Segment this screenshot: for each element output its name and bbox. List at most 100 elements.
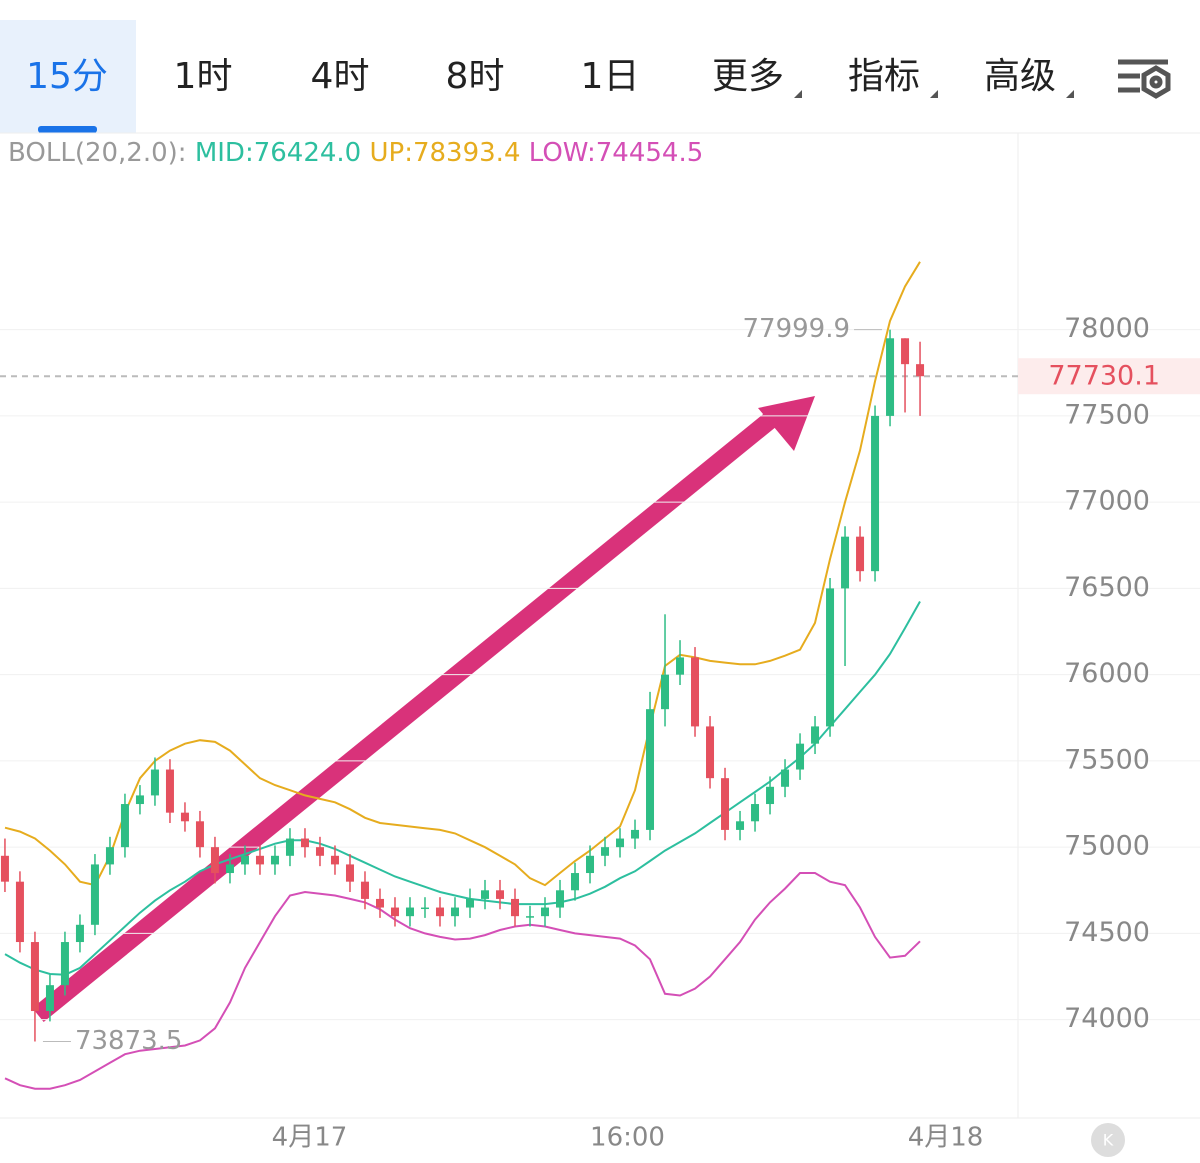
candle-body — [811, 726, 820, 744]
candle-body — [766, 786, 775, 805]
candle-body — [541, 907, 550, 917]
settings-icon[interactable] — [1118, 59, 1171, 99]
candle-body — [345, 864, 354, 882]
tab[interactable]: 更多 — [712, 56, 784, 97]
candle-body — [796, 743, 805, 770]
candle-body — [450, 907, 459, 917]
tab[interactable]: 1时 — [174, 56, 233, 97]
x-tick-label: 4月17 — [272, 1123, 348, 1153]
tab[interactable]: 8时 — [446, 56, 505, 97]
candle-body — [330, 855, 339, 865]
boll-line — [4, 872, 921, 1090]
candle-body — [736, 821, 745, 830]
tab[interactable]: 15分 — [26, 56, 108, 97]
trend-arrow — [32, 396, 815, 1022]
tab[interactable]: 高级 — [984, 56, 1056, 97]
candle-body — [781, 769, 790, 787]
candle-body — [360, 881, 369, 899]
candle-body — [120, 804, 129, 848]
candle-body — [721, 778, 730, 830]
candle-body — [195, 821, 204, 848]
candle-body — [375, 898, 384, 908]
candle-body — [676, 657, 685, 675]
candle-body — [435, 907, 444, 917]
candle-body — [586, 855, 595, 874]
candle-body — [616, 838, 625, 848]
candle-body — [255, 855, 264, 865]
candle-body — [495, 890, 504, 899]
candle-body — [751, 804, 760, 822]
candle-body — [135, 795, 144, 805]
candle-body — [285, 838, 294, 856]
candle-body — [601, 847, 610, 856]
tab[interactable]: 4时 — [311, 56, 370, 97]
candle-body — [270, 855, 279, 865]
candle-body — [871, 415, 880, 572]
indicator-value: LOW:74454.5 — [529, 138, 703, 168]
candle-body — [706, 726, 715, 779]
indicator-value: UP:78393.4 — [370, 138, 521, 168]
y-tick-label: 75500 — [1064, 744, 1150, 775]
tab[interactable]: 指标 — [848, 56, 920, 97]
y-tick-label: 78000 — [1064, 313, 1150, 344]
indicator-legend: BOLL(20,2.0): MID:76424.0 UP:78393.4 LOW… — [8, 138, 703, 168]
dropdown-caret — [1066, 90, 1074, 98]
indicator-label: BOLL(20,2.0): — [8, 138, 187, 168]
y-tick-label: 77000 — [1064, 486, 1150, 517]
y-tick-label: 74500 — [1064, 917, 1150, 948]
candle-body — [465, 898, 474, 908]
last-price-label: 77730.1 — [1048, 361, 1160, 392]
x-tick-label: 4月18 — [908, 1123, 984, 1153]
boll-line — [4, 601, 921, 976]
candle-body — [45, 985, 54, 1012]
candle-body — [691, 657, 700, 727]
y-tick-label: 76000 — [1064, 658, 1150, 689]
candle-body — [420, 907, 429, 910]
candle-body — [526, 916, 535, 918]
candle-body — [916, 364, 925, 377]
candle-body — [75, 924, 84, 943]
candle-body — [856, 536, 865, 572]
candle-body — [886, 338, 895, 416]
candle-body — [15, 881, 24, 943]
candle-body — [556, 890, 565, 908]
candle-body — [841, 536, 850, 589]
candle-body — [225, 864, 234, 874]
candle-body — [826, 588, 835, 727]
y-tick-label: 75000 — [1064, 831, 1150, 862]
candle-body — [405, 907, 414, 917]
candle-body — [105, 847, 114, 865]
candle-body — [0, 855, 9, 882]
y-tick-label: 76500 — [1064, 572, 1150, 603]
candle-body — [90, 864, 99, 925]
candle-body — [180, 812, 189, 822]
candle-body — [315, 847, 324, 856]
min-price-label: 73873.5 — [75, 1026, 183, 1056]
candle-body — [646, 709, 655, 830]
max-price-label: 77999.9 — [743, 314, 851, 344]
indicator-value: MID:76424.0 — [195, 138, 361, 168]
candle-body — [165, 769, 174, 813]
scroll-end-button[interactable] — [1091, 1123, 1125, 1157]
last-price-bg — [1018, 358, 1200, 395]
candle-body — [901, 338, 910, 365]
candle-body — [631, 829, 640, 839]
candle-body — [390, 907, 399, 917]
scroll-end-icon[interactable]: K — [1103, 1131, 1114, 1150]
candle-body — [300, 838, 309, 848]
x-tick-label: 16:00 — [590, 1123, 665, 1153]
boll-line — [4, 261, 921, 887]
candle-body — [571, 873, 580, 891]
active-tab-indicator — [38, 126, 97, 133]
candle-body — [661, 674, 670, 710]
active-tab-bg — [0, 20, 136, 133]
dropdown-caret — [794, 90, 802, 98]
candle-body — [150, 769, 159, 796]
y-tick-label: 77500 — [1064, 399, 1150, 430]
candle-body — [30, 942, 39, 1012]
tab[interactable]: 1日 — [581, 56, 640, 97]
y-tick-label: 74000 — [1064, 1003, 1150, 1034]
candle-body — [210, 847, 219, 874]
